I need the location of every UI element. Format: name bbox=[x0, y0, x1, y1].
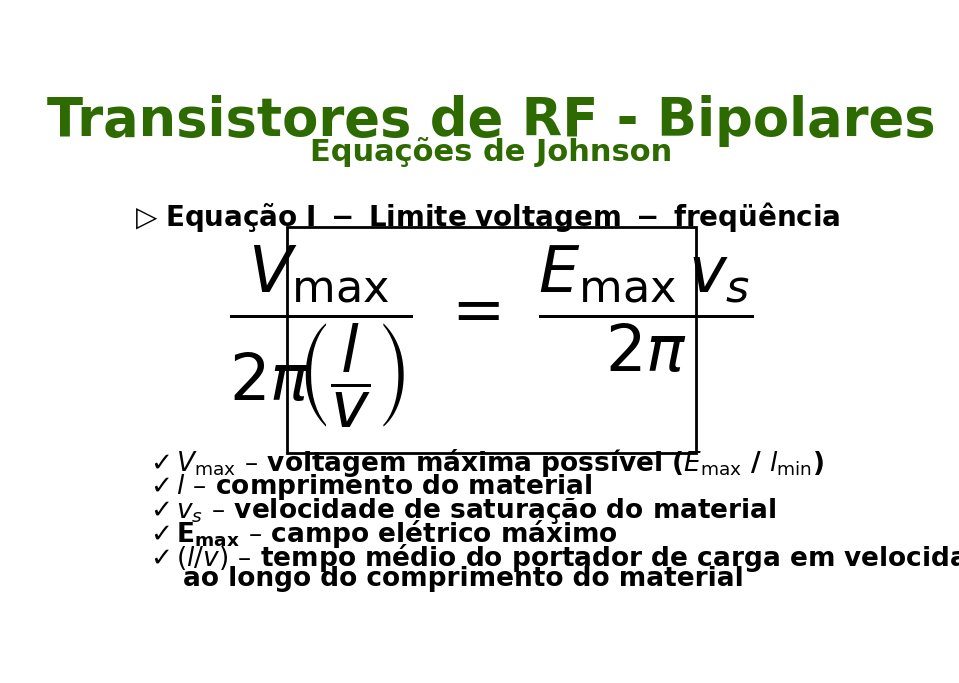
Text: $\triangleright$ $\bf{Equação\ I\ -\ Limite\ voltagem\ -\ freqüência}$: $\triangleright$ $\bf{Equação\ I\ -\ Lim… bbox=[134, 200, 840, 234]
Text: Equações de Johnson: Equações de Johnson bbox=[311, 137, 672, 167]
Text: $\checkmark\,v_s$ – velocidade de saturação do material: $\checkmark\,v_s$ – velocidade de satura… bbox=[150, 496, 776, 526]
Text: ao longo do comprimento do material: ao longo do comprimento do material bbox=[183, 566, 744, 592]
Text: Transistores de RF - Bipolares: Transistores de RF - Bipolares bbox=[47, 95, 936, 147]
Text: $\checkmark\,V_{\mathrm{max}}$ – voltagem máxima possível ($E_{\mathrm{max}}$ / : $\checkmark\,V_{\mathrm{max}}$ – voltage… bbox=[150, 447, 824, 479]
Text: $\checkmark\,(l/v)$ – tempo médio do portador de carga em velocidade média: $\checkmark\,(l/v)$ – tempo médio do por… bbox=[150, 542, 959, 574]
Text: $\checkmark\,\mathbf{E}_{\mathbf{max}}$ – campo elétrico máximo: $\checkmark\,\mathbf{E}_{\mathbf{max}}$ … bbox=[150, 518, 618, 550]
Text: $\checkmark\,\mathit{l}$ – comprimento do material: $\checkmark\,\mathit{l}$ – comprimento d… bbox=[150, 472, 592, 502]
FancyBboxPatch shape bbox=[287, 227, 696, 453]
Text: $\dfrac{V_{\mathrm{max}}}{2\pi\!\left(\dfrac{l}{v}\right)}\ =\ \dfrac{E_{\mathrm: $\dfrac{V_{\mathrm{max}}}{2\pi\!\left(\d… bbox=[229, 244, 754, 430]
